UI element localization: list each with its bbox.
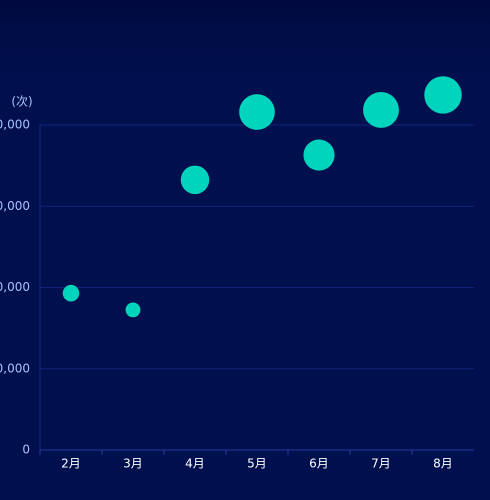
x-tick-label: 4月	[185, 457, 205, 471]
bubble	[180, 165, 210, 195]
y-axis-label: (次)	[11, 95, 32, 109]
y-tick-label: 40,000	[0, 280, 30, 294]
y-tick-label: 0	[22, 443, 30, 457]
x-tick-label: 2月	[61, 457, 81, 471]
x-tick-label: 6月	[309, 457, 329, 471]
bubble	[125, 302, 141, 318]
y-tick-label: 20,000	[0, 361, 30, 375]
x-tick-label: 8月	[433, 457, 453, 471]
y-tick-label: 80,000	[0, 118, 30, 132]
y-tick-label: 60,000	[0, 199, 30, 213]
bubble	[424, 76, 462, 114]
bubble	[303, 139, 335, 171]
x-tick-label: 5月	[247, 457, 267, 471]
bubble	[239, 94, 275, 130]
bubble	[62, 284, 80, 302]
bubble	[363, 92, 399, 128]
x-tick-label: 3月	[123, 457, 143, 471]
x-tick-label: 7月	[371, 457, 391, 471]
